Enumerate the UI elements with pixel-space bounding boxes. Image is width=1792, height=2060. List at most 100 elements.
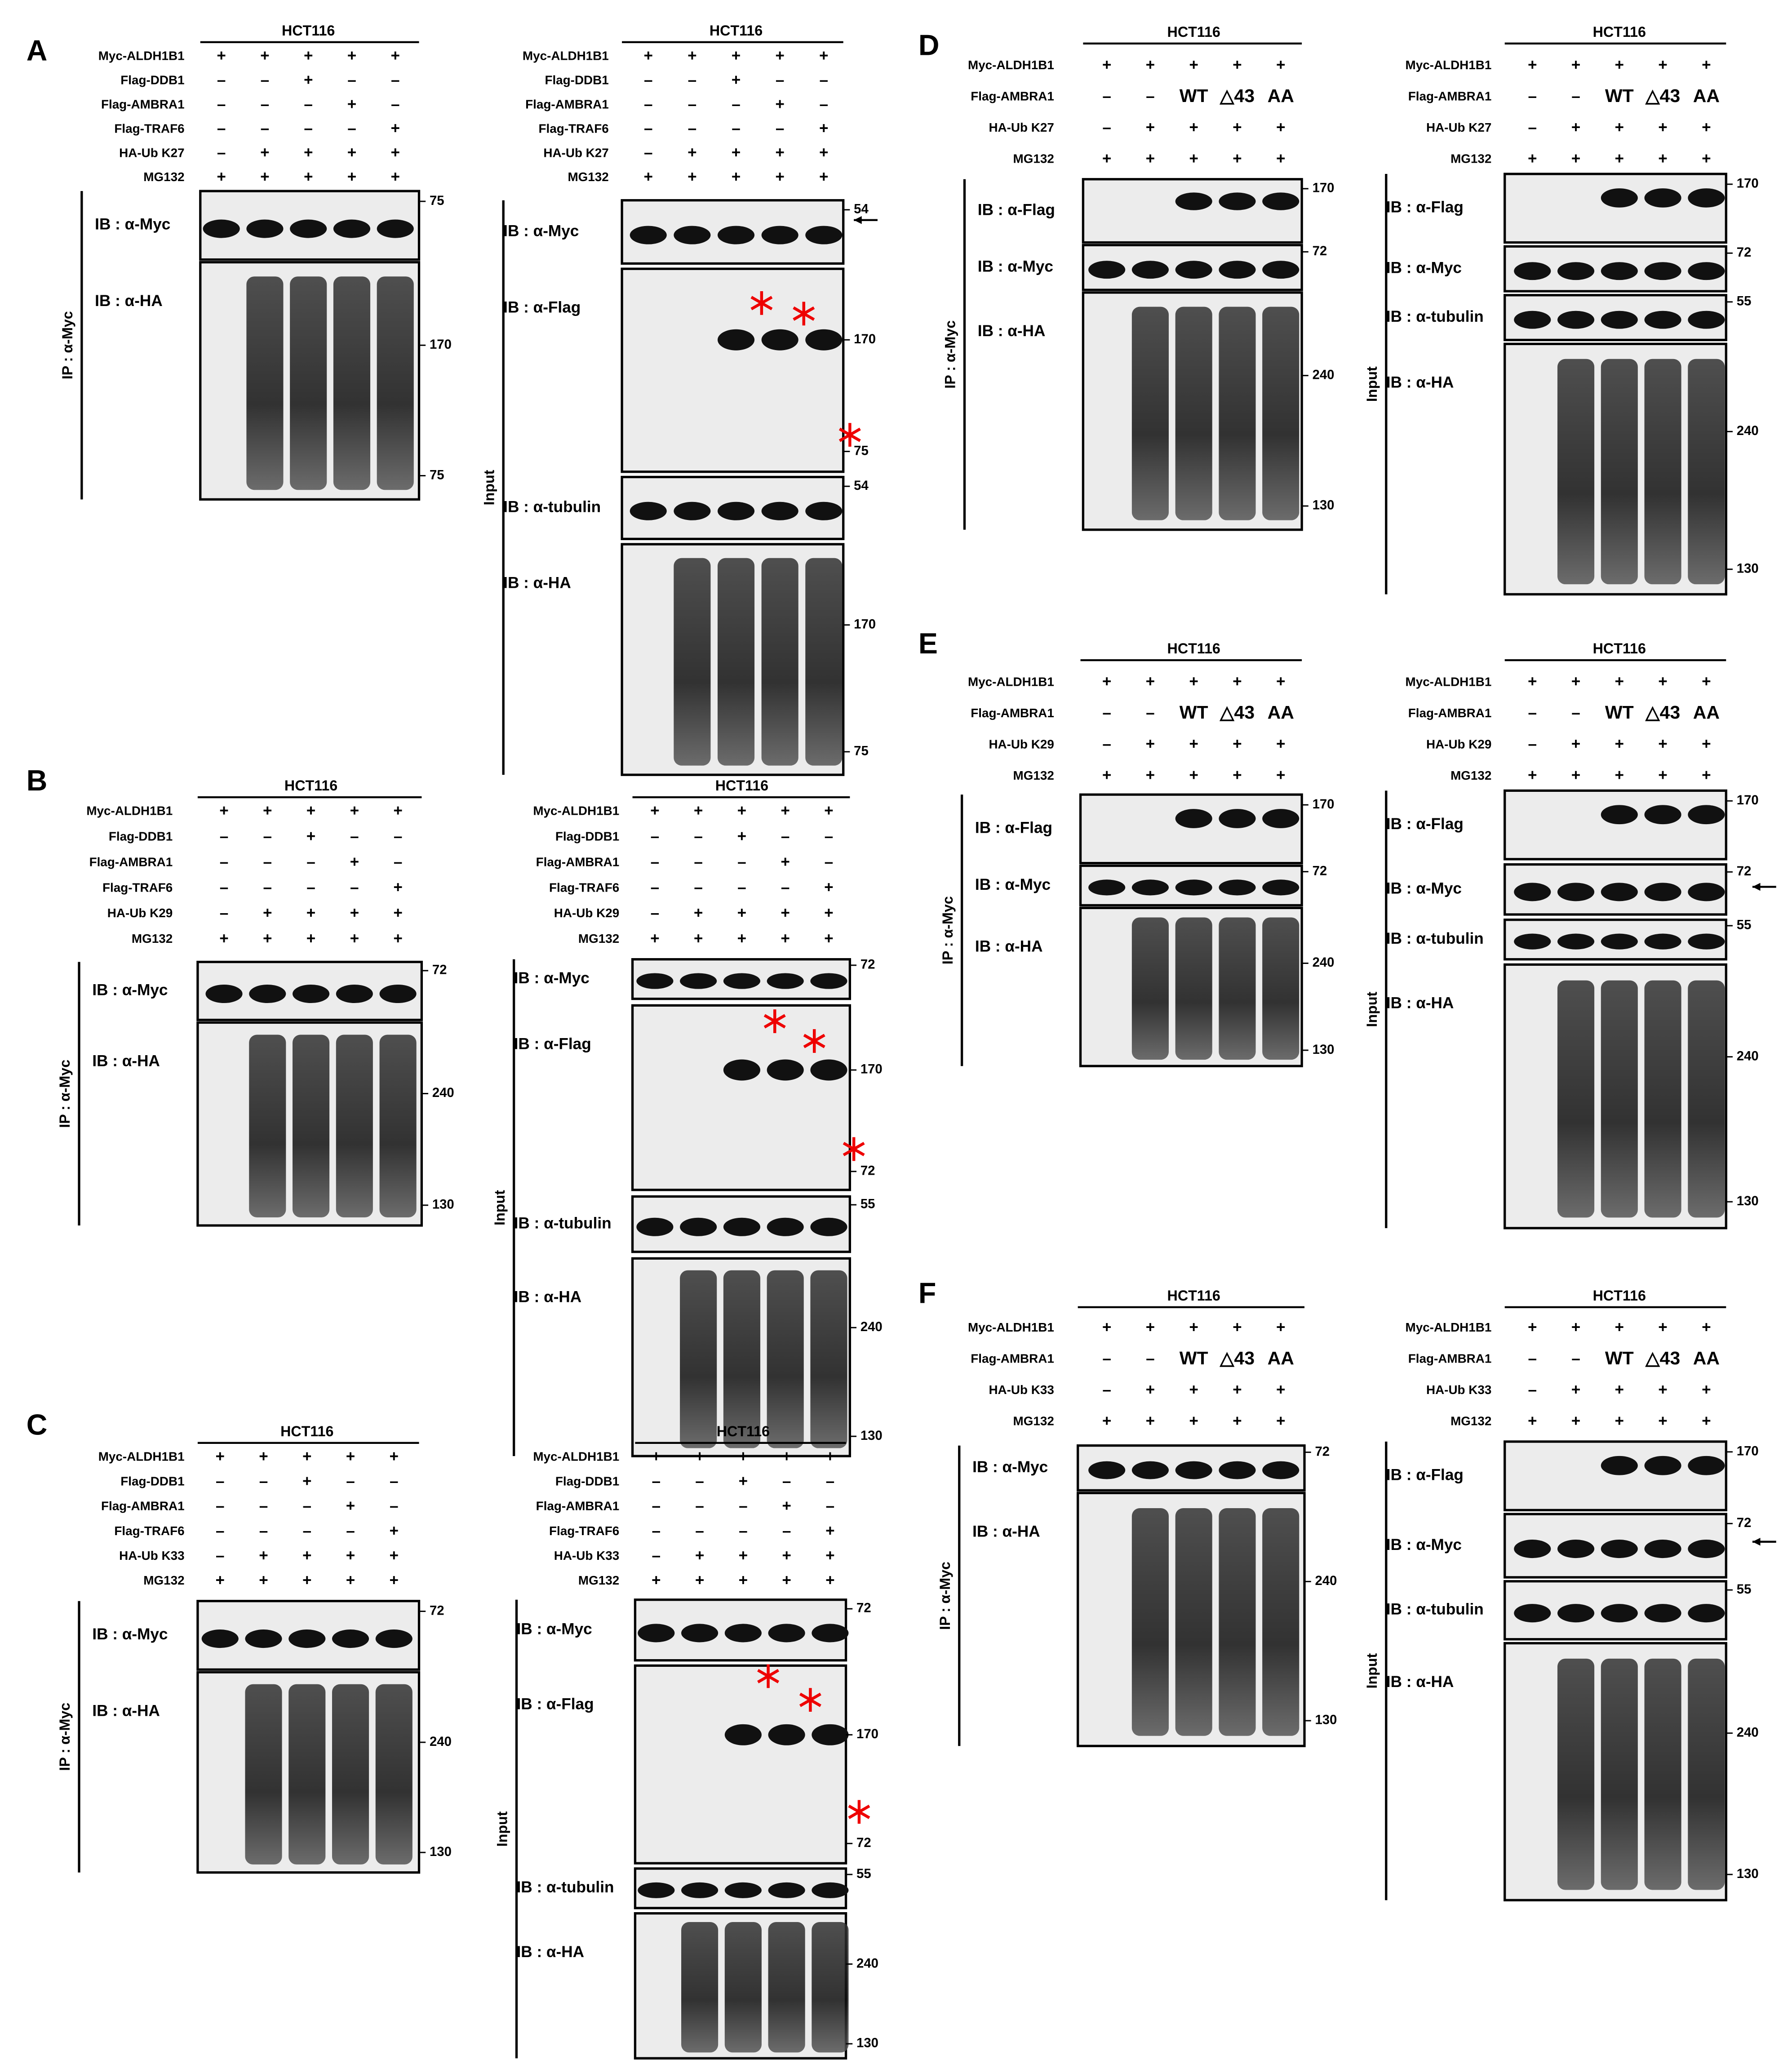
- condition-mark: –: [688, 120, 697, 137]
- condition-mark: +: [732, 144, 741, 161]
- panel-label: C: [27, 1409, 48, 1441]
- band: [1219, 261, 1256, 279]
- condition-mark: –: [1528, 735, 1537, 753]
- mw-marker: 170: [1737, 793, 1759, 808]
- probe-label: IB : α-HA: [972, 1523, 1040, 1541]
- condition-mark: +: [390, 168, 400, 186]
- band: [717, 226, 755, 244]
- condition-mark: +: [1233, 673, 1242, 690]
- condition-mark: +: [1615, 735, 1624, 753]
- condition-mark: +: [650, 930, 660, 947]
- band: [717, 329, 755, 351]
- band: [1688, 1604, 1725, 1623]
- condition-mark: +: [350, 904, 359, 922]
- condition-mark: –: [346, 1522, 355, 1540]
- condition-mark: –: [776, 71, 785, 89]
- condition-mark: –: [644, 71, 653, 89]
- condition-mark: +: [350, 853, 359, 870]
- condition-mark: +: [1571, 1381, 1581, 1398]
- condition-mark: –: [1146, 87, 1155, 105]
- condition-mark: +: [1571, 1412, 1581, 1430]
- condition-mark: –: [739, 1522, 748, 1540]
- condition-mark: WT: [1180, 702, 1208, 723]
- mw-marker: 72: [861, 1163, 875, 1178]
- probe-label: IB : α-HA: [978, 322, 1046, 340]
- condition-name: Myc-ALDH1B1: [968, 58, 1054, 72]
- condition-mark: +: [304, 144, 313, 161]
- condition-mark: +: [819, 144, 829, 161]
- condition-mark: AA: [1268, 85, 1294, 106]
- condition-name: Flag-AMBRA1: [1408, 706, 1492, 720]
- condition-mark: +: [393, 802, 403, 820]
- condition-mark: +: [1615, 150, 1624, 167]
- band: [1644, 805, 1681, 825]
- condition-mark: –: [306, 853, 315, 870]
- mw-marker: 170: [854, 617, 876, 631]
- band: [1688, 933, 1725, 950]
- condition-mark: +: [259, 1572, 268, 1589]
- smear: [1219, 1508, 1256, 1736]
- mw-marker: 130: [1737, 561, 1759, 576]
- condition-mark: +: [782, 1497, 791, 1515]
- mw-marker: 240: [1313, 955, 1335, 970]
- condition-mark: –: [1102, 1381, 1111, 1398]
- probe-label: IB : α-tubulin: [1386, 930, 1484, 947]
- condition-mark: –: [216, 1473, 225, 1490]
- condition-mark: –: [217, 95, 226, 113]
- condition-mark: +: [1102, 56, 1112, 74]
- mw-marker: 240: [856, 1956, 878, 1971]
- band: [1557, 1604, 1595, 1623]
- condition-mark: –: [695, 1522, 704, 1540]
- condition-mark: +: [824, 930, 834, 947]
- band: [767, 1217, 804, 1236]
- blot-strip: [631, 1004, 852, 1191]
- mw-marker: 72: [1313, 863, 1327, 878]
- condition-mark: +: [1102, 1412, 1112, 1430]
- condition-mark: +: [1102, 767, 1112, 784]
- smear: [674, 558, 711, 766]
- band: [1262, 192, 1300, 210]
- condition-mark: –: [1528, 704, 1537, 722]
- asterisk: [799, 1692, 821, 1707]
- condition-mark: –: [1102, 735, 1111, 753]
- smear: [812, 1922, 849, 2053]
- condition-mark: +: [1702, 735, 1711, 753]
- condition-mark: +: [1571, 119, 1581, 136]
- condition-mark: +: [775, 168, 785, 186]
- band: [1557, 883, 1595, 901]
- band: [245, 1629, 282, 1648]
- band: [1601, 933, 1638, 950]
- condition-mark: +: [775, 47, 785, 64]
- condition-mark: –: [694, 853, 703, 870]
- condition-mark: –: [1571, 1350, 1580, 1367]
- condition-mark: +: [1233, 150, 1242, 167]
- band: [810, 973, 847, 989]
- band: [1644, 311, 1681, 329]
- band: [1688, 262, 1725, 280]
- condition-mark: +: [347, 168, 357, 186]
- condition-mark: –: [1102, 704, 1111, 722]
- condition-mark: +: [1528, 1412, 1537, 1430]
- smear: [379, 1034, 417, 1217]
- condition-mark: –: [1146, 704, 1155, 722]
- condition-mark: +: [260, 144, 270, 161]
- condition-mark: △43: [1645, 85, 1680, 106]
- condition-mark: +: [824, 904, 834, 922]
- condition-mark: +: [1146, 119, 1155, 136]
- condition-mark: +: [1146, 767, 1155, 784]
- condition-name: Myc-ALDH1B1: [98, 49, 185, 62]
- band: [805, 329, 843, 351]
- mw-marker: 240: [430, 1734, 452, 1749]
- smear: [375, 1684, 413, 1865]
- band: [1219, 879, 1256, 896]
- condition-mark: –: [350, 827, 359, 845]
- condition-mark: –: [259, 1473, 268, 1490]
- condition-mark: +: [390, 1447, 399, 1465]
- probe-label: IB : α-Myc: [978, 258, 1053, 275]
- arrow-head: [854, 216, 862, 224]
- band: [1601, 262, 1638, 280]
- probe-label: IB : α-HA: [503, 574, 571, 591]
- condition-mark: +: [1276, 673, 1286, 690]
- condition-mark: –: [263, 853, 272, 870]
